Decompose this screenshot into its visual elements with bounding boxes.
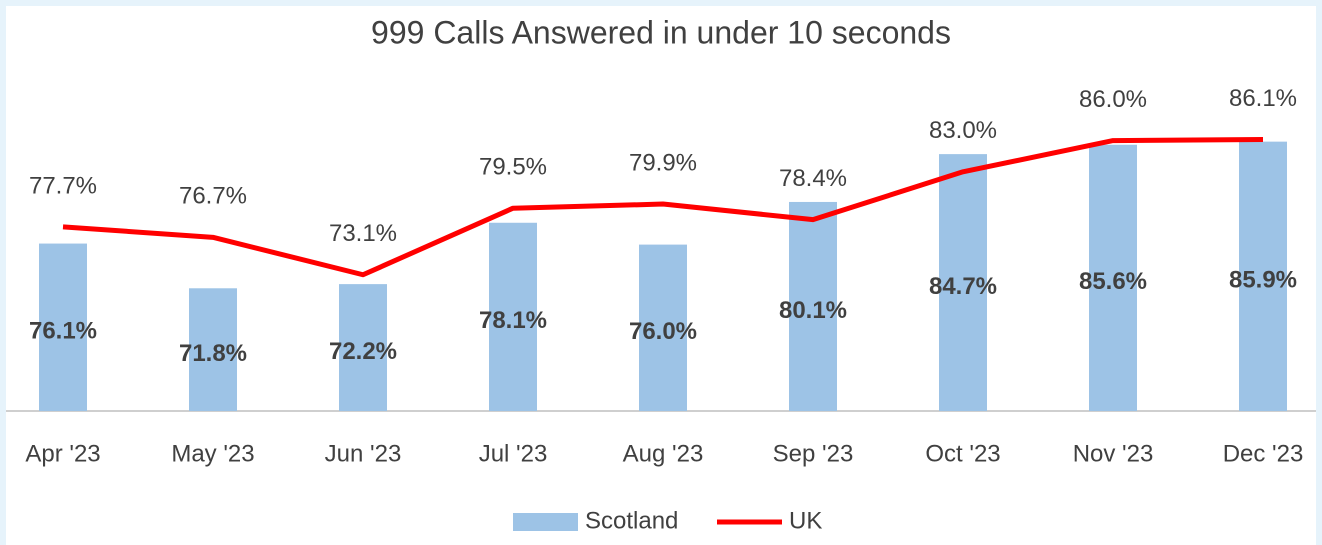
x-tick-label: May '23: [171, 440, 254, 467]
bar-value-label: 76.1%: [29, 318, 97, 345]
line-value-label: 73.1%: [329, 220, 397, 247]
x-tick-label: Jul '23: [479, 440, 548, 467]
chart-title: 999 Calls Answered in under 10 seconds: [371, 14, 951, 50]
x-tick-label: Aug '23: [623, 440, 704, 467]
bar: [39, 243, 87, 411]
bar-value-label: 80.1%: [779, 297, 847, 324]
line-value-label: 79.5%: [479, 154, 547, 181]
bar: [939, 154, 987, 411]
bar-value-label: 72.2%: [329, 338, 397, 365]
bar: [639, 244, 687, 411]
x-tick-label: Sep '23: [773, 440, 854, 467]
bar-value-label: 85.6%: [1079, 268, 1147, 295]
bar: [1089, 144, 1137, 411]
x-tick-label: Dec '23: [1223, 440, 1304, 467]
bar: [189, 288, 237, 411]
legend-swatch: [513, 513, 578, 531]
line-value-label: 79.9%: [629, 149, 697, 176]
bar: [789, 201, 837, 411]
x-tick-label: Apr '23: [25, 440, 100, 467]
legend-label: Scotland: [585, 507, 678, 534]
line-value-label: 86.0%: [1079, 86, 1147, 113]
bar: [1239, 141, 1287, 411]
x-tick-label: Nov '23: [1073, 440, 1154, 467]
line-value-label: 86.1%: [1229, 85, 1297, 112]
x-tick-label: Oct '23: [925, 440, 1000, 467]
line-value-label: 77.7%: [29, 172, 97, 199]
bar: [489, 222, 537, 411]
bar: [339, 284, 387, 411]
line-value-label: 83.0%: [929, 117, 997, 144]
line-value-label: 76.7%: [179, 183, 247, 210]
legend-label: UK: [789, 507, 822, 534]
bar-value-label: 71.8%: [179, 340, 247, 367]
bar-value-label: 84.7%: [929, 273, 997, 300]
bar-value-label: 76.0%: [629, 318, 697, 345]
line-value-label: 78.4%: [779, 165, 847, 192]
x-tick-label: Jun '23: [325, 440, 402, 467]
line: [62, 137, 1264, 278]
bar-value-label: 78.1%: [479, 307, 547, 334]
bar-value-label: 85.9%: [1229, 267, 1297, 294]
